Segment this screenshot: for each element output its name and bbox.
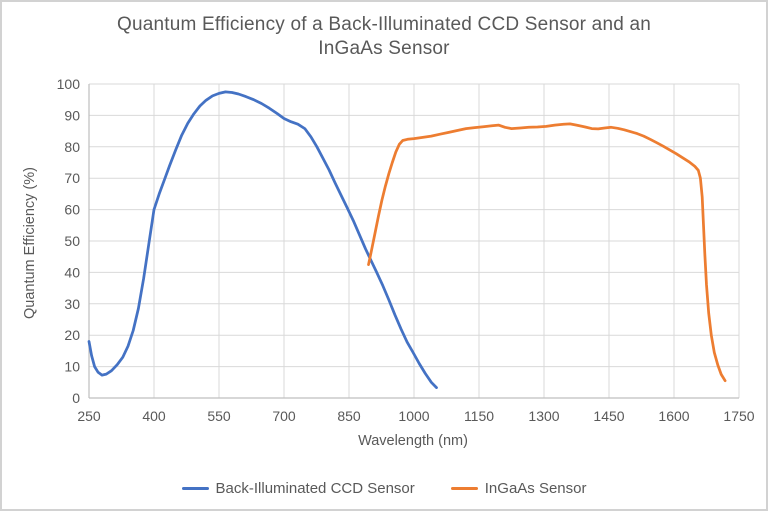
- y-tick-label: 100: [57, 76, 81, 92]
- x-tick-label: 1150: [464, 408, 494, 424]
- x-tick-label: 1600: [658, 408, 689, 424]
- x-tick-label: 250: [77, 408, 101, 424]
- y-tick-label: 30: [64, 296, 80, 312]
- series-line-0: [87, 90, 438, 389]
- x-axis-title: Wavelength (nm): [358, 433, 468, 449]
- y-tick-label: 10: [64, 359, 80, 375]
- y-tick-label: 70: [64, 170, 80, 186]
- y-tick-label: 60: [64, 202, 80, 218]
- x-tick-label: 550: [207, 408, 231, 424]
- y-tick-label: 0: [72, 390, 80, 406]
- x-tick-label: 1000: [398, 408, 429, 424]
- x-tick-label: 850: [337, 408, 361, 424]
- legend-swatch-ccd-line: [181, 487, 209, 490]
- y-tick-label: 40: [64, 264, 80, 280]
- legend-item-ccd: Back-Illuminated CCD Sensor: [181, 480, 415, 497]
- y-tick-label: 80: [64, 139, 80, 155]
- y-tick-label: 90: [64, 107, 80, 123]
- chart-title-line1: Quantum Efficiency of a Back-Illuminated…: [116, 14, 651, 35]
- chart-title-line2: InGaAs Sensor: [318, 38, 450, 59]
- legend: Back-Illuminated CCD Sensor InGaAs Senso…: [2, 480, 766, 497]
- x-tick-label: 1750: [723, 408, 754, 424]
- series-line-1: [367, 122, 727, 383]
- x-tick-label: 400: [142, 408, 166, 424]
- x-tick-label: 1300: [528, 408, 559, 424]
- chart-title: Quantum Efficiency of a Back-Illuminated…: [2, 13, 766, 61]
- legend-item-ingaas: InGaAs Sensor: [450, 480, 587, 497]
- x-tick-label: 700: [272, 408, 296, 424]
- legend-label-ccd: Back-Illuminated CCD Sensor: [215, 480, 415, 497]
- legend-swatch-ingaas-line: [450, 487, 478, 490]
- y-tick-label: 20: [64, 327, 80, 343]
- y-tick-label: 50: [64, 233, 80, 249]
- x-tick-label: 1450: [593, 408, 624, 424]
- plot-area: 0 10 20 30 40 50 60 70 80 90 100 250 400 550 700 850 100…: [57, 76, 755, 424]
- legend-label-ingaas: InGaAs Sensor: [484, 480, 587, 497]
